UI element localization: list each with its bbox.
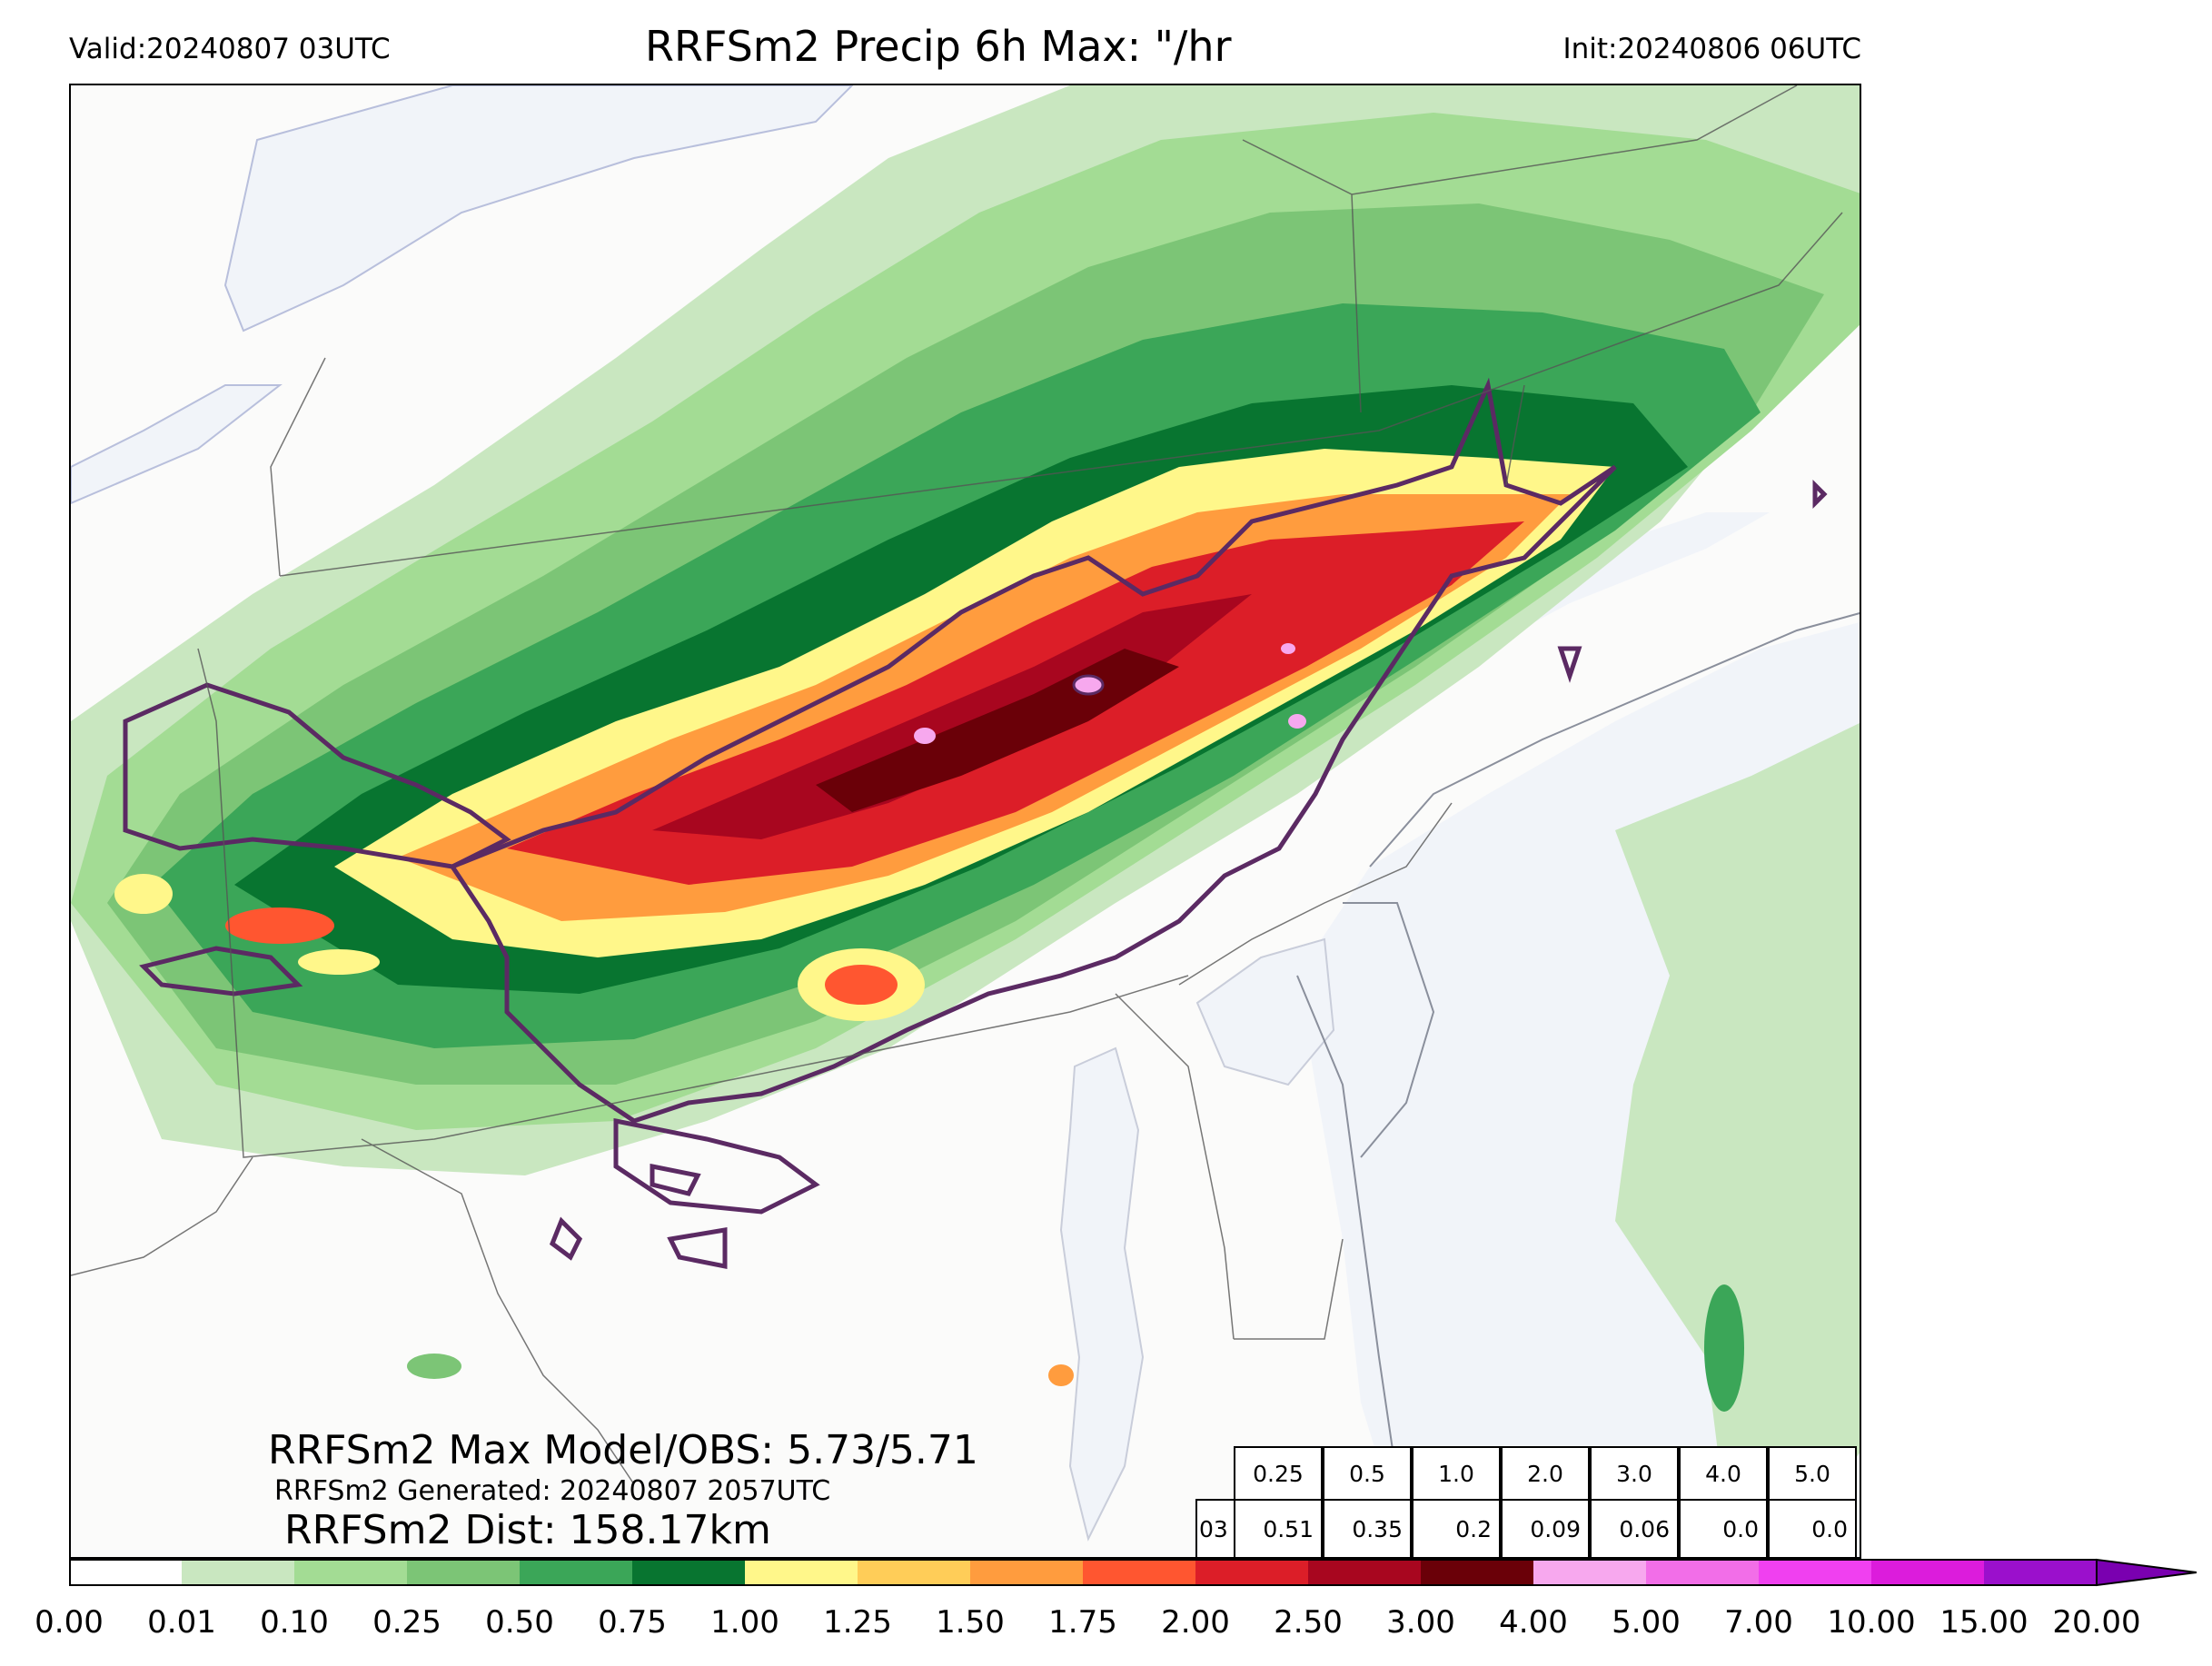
- lake-ontario: [223, 85, 854, 332]
- distance-label: RRFSm2 Dist: 158.17km: [284, 1507, 771, 1553]
- colorbar-extend-arrow: [2096, 1558, 2197, 1587]
- valid-time-label: Valid:20240807 03UTC: [69, 33, 391, 65]
- stats-row-label: 03: [1195, 1499, 1235, 1559]
- colorbar-tick-label: 2.00: [1161, 1604, 1230, 1641]
- colorbar-tick-label: 1.75: [1048, 1604, 1117, 1641]
- coastlines: [1296, 612, 1860, 1557]
- precip-south-cell-1: [407, 1354, 461, 1379]
- precip-west-cell-c: [298, 949, 380, 975]
- colorbar-tick-label: 1.50: [936, 1604, 1005, 1641]
- colorbar-segment: [1195, 1560, 1308, 1585]
- colorbar-segment: [1083, 1560, 1195, 1585]
- colorbar-segment: [1871, 1560, 1984, 1585]
- stats-value-cell: 0.35: [1323, 1499, 1412, 1559]
- precip-map[interactable]: [69, 84, 1861, 1559]
- colorbar-tick-label: 1.00: [710, 1604, 779, 1641]
- precip-3.00: [652, 594, 1252, 839]
- threshold-header-cell: 0.5: [1323, 1446, 1412, 1501]
- colorbar-tick-label: 0.50: [485, 1604, 554, 1641]
- obs-contours: [123, 377, 1828, 1270]
- colorbar-tick-label: 10.00: [1827, 1604, 1916, 1641]
- precip-5.00-d: [1281, 643, 1295, 654]
- colorbar-segment: [520, 1560, 632, 1585]
- stats-value-cell: 0.2: [1412, 1499, 1501, 1559]
- colorbar-tick-label: 20.00: [2052, 1604, 2141, 1641]
- precip-west-cell-b: [225, 907, 334, 944]
- colorbar-tick-label: 0.25: [372, 1604, 441, 1641]
- precip-ocean-cell: [1704, 1284, 1744, 1412]
- stats-value-cell: 0.0: [1768, 1499, 1857, 1559]
- lake-erie: [71, 384, 283, 505]
- colorbar-tick-label: 4.00: [1499, 1604, 1568, 1641]
- colorbar-segment: [407, 1560, 520, 1585]
- threshold-header-cell: 1.0: [1412, 1446, 1501, 1501]
- delaware-bay: [1195, 937, 1335, 1086]
- precip-0.01-east: [1615, 722, 1860, 1539]
- stats-value-cell: 0.0: [1679, 1499, 1768, 1559]
- colorbar: [69, 1558, 2197, 1587]
- generated-time-label: RRFSm2 Generated: 20240807 2057UTC: [274, 1475, 831, 1507]
- precip-south-cell-2: [1048, 1364, 1074, 1386]
- precip-southern-cell-b: [825, 965, 898, 1005]
- colorbar-segment: [1984, 1560, 2097, 1585]
- init-time-label: Init:20240806 06UTC: [1562, 33, 1861, 65]
- threshold-header-cell: 5.0: [1768, 1446, 1857, 1501]
- threshold-stats-table: 0.25 0.5 1.0 2.0 3.0 4.0 5.0 03 0.51 0.35 0.2 0.09 0…: [1195, 1446, 1862, 1559]
- colorbar-outline: [69, 1559, 2098, 1586]
- precip-5.00-c: [1288, 714, 1306, 729]
- colorbar-segment: [970, 1560, 1083, 1585]
- colorbar-tick-label: 7.00: [1724, 1604, 1793, 1641]
- colorbar-tick-label: 2.50: [1274, 1604, 1343, 1641]
- colorbar-tick-label: 0.10: [260, 1604, 329, 1641]
- colorbar-segment: [1421, 1560, 1533, 1585]
- precip-5.00-b: [914, 728, 936, 744]
- colorbar-segment: [1308, 1560, 1421, 1585]
- colorbar-tick-label: 15.00: [1939, 1604, 2028, 1641]
- colorbar-tick-label: 0.75: [598, 1604, 667, 1641]
- colorbar-tick-label: 1.25: [823, 1604, 892, 1641]
- chesapeake-bay: [1059, 1046, 1145, 1542]
- precip-west-cell-a: [114, 874, 173, 914]
- colorbar-segment: [294, 1560, 407, 1585]
- colorbar-segment: [745, 1560, 858, 1585]
- threshold-header-cell: 4.0: [1679, 1446, 1768, 1501]
- map-canvas: [71, 85, 1860, 1557]
- colorbar-tick-label: 0.01: [147, 1604, 216, 1641]
- colorbar-segment: [858, 1560, 970, 1585]
- threshold-header-cell: 3.0: [1590, 1446, 1679, 1501]
- map-title: RRFSm2 Precip 6h Max: "/hr: [645, 22, 1232, 71]
- stats-value-cell: 0.51: [1234, 1499, 1323, 1559]
- colorbar-tick-label: 0.00: [35, 1604, 104, 1641]
- threshold-header-cell: 0.25: [1234, 1446, 1323, 1501]
- colorbar-segment: [632, 1560, 745, 1585]
- colorbar-tick-label: 3.00: [1386, 1604, 1455, 1641]
- colorbar-segment: [182, 1560, 294, 1585]
- state-borders: [71, 85, 1843, 1485]
- colorbar-segment: [1646, 1560, 1759, 1585]
- stats-value-cell: 0.09: [1501, 1499, 1590, 1559]
- max-model-obs-label: RRFSm2 Max Model/OBS: 5.73/5.71: [268, 1427, 978, 1473]
- colorbar-segment: [69, 1560, 182, 1585]
- colorbar-segment: [1533, 1560, 1646, 1585]
- stats-value-cell: 0.06: [1590, 1499, 1679, 1559]
- precip-5.00-a: [1072, 674, 1105, 696]
- threshold-header-cell: 2.0: [1501, 1446, 1590, 1501]
- colorbar-segment: [1759, 1560, 1871, 1585]
- colorbar-tick-label: 5.00: [1612, 1604, 1681, 1641]
